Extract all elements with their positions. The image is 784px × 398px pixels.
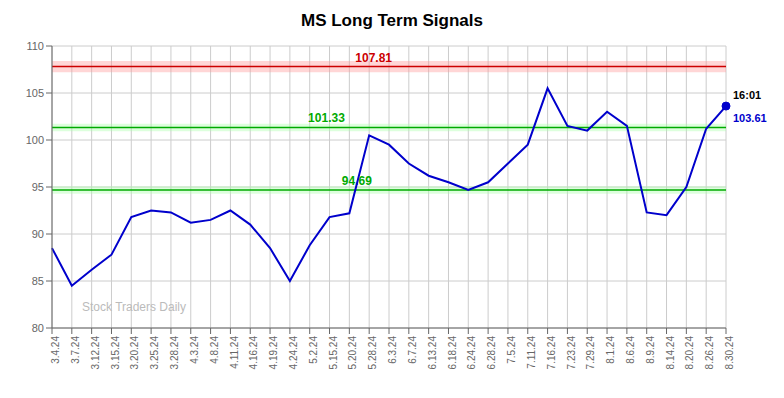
- html-text:Stock Traders Daily: Stock Traders Daily: [82, 300, 186, 314]
- svg-text:8.1.24: 8.1.24: [605, 336, 616, 364]
- svg-text:4.19.24: 4.19.24: [268, 336, 279, 370]
- svg-text:7.11.24: 7.11.24: [526, 336, 537, 369]
- svg-text:80: 80: [32, 322, 44, 334]
- svg-text:4.16.24: 4.16.24: [248, 336, 259, 370]
- svg-text:7.23.24: 7.23.24: [566, 336, 577, 370]
- svg-text:100: 100: [26, 134, 44, 146]
- svg-text:6.28.24: 6.28.24: [486, 336, 497, 370]
- svg-text:6.7.24: 6.7.24: [407, 336, 418, 364]
- svg-text:107.81: 107.81: [355, 51, 392, 65]
- svg-text:6.18.24: 6.18.24: [447, 336, 458, 370]
- svg-text:8.9.24: 8.9.24: [645, 336, 656, 364]
- svg-text:7.16.24: 7.16.24: [546, 336, 557, 370]
- svg-text:3.7.24: 3.7.24: [70, 336, 81, 364]
- svg-text:3.20.24: 3.20.24: [129, 336, 140, 370]
- svg-text:5.15.24: 5.15.24: [328, 336, 339, 370]
- svg-text:4.24.24: 4.24.24: [288, 336, 299, 370]
- svg-text:6.24.24: 6.24.24: [466, 336, 477, 370]
- svg-text:7.5.24: 7.5.24: [506, 336, 517, 364]
- svg-text:95: 95: [32, 181, 44, 193]
- svg-text:101.33: 101.33: [308, 111, 345, 125]
- svg-text:7.29.24: 7.29.24: [585, 336, 596, 370]
- svg-text:4.8.24: 4.8.24: [209, 336, 220, 364]
- svg-text:8.26.24: 8.26.24: [704, 336, 715, 370]
- svg-text:103.61: 103.61: [733, 112, 767, 124]
- html-text:MS Long Term Signals: MS Long Term Signals: [301, 11, 483, 30]
- svg-text:6.13.24: 6.13.24: [427, 336, 438, 370]
- svg-text:3.28.24: 3.28.24: [169, 336, 180, 370]
- svg-text:3.25.24: 3.25.24: [149, 336, 160, 370]
- svg-text:8.6.24: 8.6.24: [625, 336, 636, 364]
- svg-text:16:01: 16:01: [733, 89, 761, 101]
- svg-text:5.28.24: 5.28.24: [367, 336, 378, 370]
- svg-text:5.2.24: 5.2.24: [308, 336, 319, 364]
- svg-text:105: 105: [26, 87, 44, 99]
- svg-text:3.4.24: 3.4.24: [50, 336, 61, 364]
- svg-text:3.12.24: 3.12.24: [90, 336, 101, 370]
- svg-text:8.14.24: 8.14.24: [665, 336, 676, 370]
- svg-text:3.15.24: 3.15.24: [110, 336, 121, 370]
- svg-text:85: 85: [32, 275, 44, 287]
- svg-text:110: 110: [26, 40, 44, 52]
- svg-text:5.20.24: 5.20.24: [347, 336, 358, 370]
- svg-text:8.20.24: 8.20.24: [684, 336, 695, 370]
- svg-text:8.30.24: 8.30.24: [724, 336, 735, 370]
- svg-text:90: 90: [32, 228, 44, 240]
- svg-text:4.3.24: 4.3.24: [189, 336, 200, 364]
- svg-text:6.3.24: 6.3.24: [387, 336, 398, 364]
- svg-text:4.11.24: 4.11.24: [229, 336, 240, 369]
- svg-text:94.69: 94.69: [341, 173, 372, 188]
